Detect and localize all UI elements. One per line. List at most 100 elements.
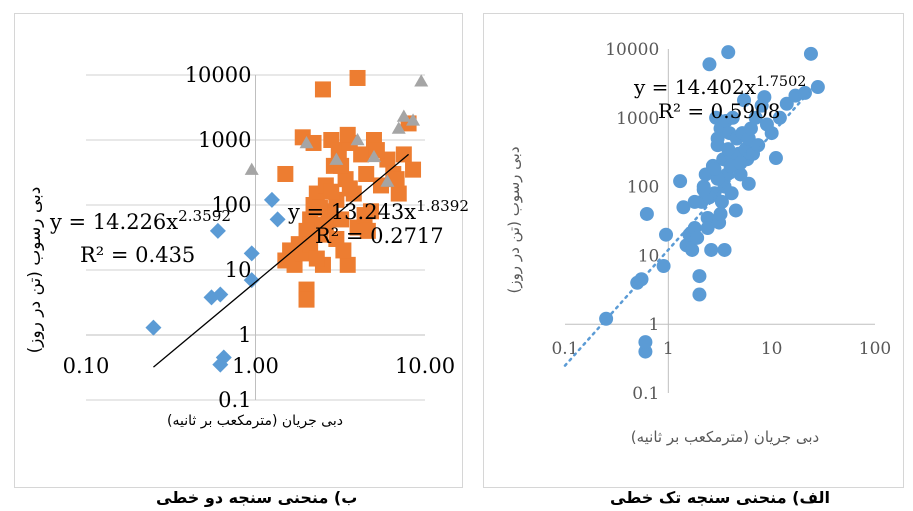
- x-tick-label: 0.10: [63, 354, 110, 378]
- data-point: [700, 210, 715, 225]
- equation-low: y = 14.226x2.3592: [49, 207, 231, 234]
- y-tick-label: 1: [649, 315, 660, 335]
- low-flow-point: [243, 245, 260, 262]
- data-point: [728, 203, 743, 218]
- mid-flow-point: [388, 171, 405, 188]
- data-point: [772, 110, 787, 125]
- data-point: [721, 142, 736, 157]
- data-point: [803, 46, 818, 61]
- r-squared-high: R² = 0.2717: [315, 224, 444, 248]
- x-axis-title: دبی جریان (مترمکعب بر ثانیه): [631, 428, 820, 446]
- y-axis-title: دبی رسوب (تن در روز): [25, 187, 45, 354]
- equation-low-exponent: 2.3592: [178, 207, 231, 225]
- low-flow-point: [243, 272, 260, 289]
- data-point: [725, 110, 740, 125]
- data-point: [690, 230, 705, 245]
- caption-single: الف) منحنی سنجه تک خطی: [610, 488, 831, 507]
- data-point: [639, 206, 654, 221]
- data-point: [702, 57, 717, 72]
- data-point: [656, 259, 671, 274]
- high-flow-point: [406, 113, 421, 126]
- low-flow-point: [212, 356, 229, 373]
- low-flow-point: [209, 222, 226, 239]
- mid-flow-point: [341, 180, 358, 197]
- y-tick-label: 0.1: [218, 388, 251, 412]
- data-point: [717, 242, 732, 257]
- data-point: [634, 272, 649, 287]
- equation-high-base: y = 13.243x: [287, 200, 416, 224]
- data-point: [768, 151, 783, 166]
- mid-flow-point: [298, 222, 315, 239]
- high-flow-point: [396, 109, 411, 122]
- mid-flow-point: [353, 146, 370, 163]
- y-tick-label: 100: [627, 178, 659, 198]
- x-tick-label: 10.00: [395, 354, 455, 378]
- mid-flow-point: [339, 126, 356, 143]
- data-point: [713, 206, 728, 221]
- data-point: [704, 242, 719, 257]
- data-point: [685, 242, 700, 257]
- low-flow-point: [263, 191, 280, 208]
- data-point: [710, 131, 725, 146]
- r-squared-low: R² = 0.435: [80, 243, 195, 267]
- data-point: [721, 45, 736, 60]
- y-tick-label: 100: [211, 193, 251, 217]
- mid-flow-point: [390, 185, 407, 202]
- high-flow-point: [244, 162, 259, 175]
- data-point: [714, 194, 729, 209]
- data-point: [659, 227, 674, 242]
- data-point: [692, 269, 707, 284]
- equation: y = 14.402x1.7502: [633, 74, 806, 99]
- x-tick-label: 10: [761, 339, 783, 359]
- y-tick-label: 0.1: [632, 384, 659, 404]
- data-point: [743, 121, 758, 136]
- high-flow-point: [299, 135, 314, 149]
- data-point: [810, 80, 825, 95]
- bilinear-panel-frame: [14, 13, 463, 488]
- equation-exponent: 1.7502: [756, 74, 806, 90]
- r-squared: R² = 0.5908: [658, 99, 781, 123]
- y-axis-title: دبی رسوب (تن در روز): [505, 146, 523, 293]
- r-squared-low-base: R² = 0.435: [80, 243, 195, 267]
- equation-high: y = 13.243x1.8392: [287, 197, 469, 224]
- mid-flow-point: [395, 146, 412, 163]
- high-flow-point: [380, 174, 395, 187]
- high-flow-point: [366, 149, 381, 163]
- trendline: [563, 77, 823, 367]
- low-flow-point: [269, 211, 286, 228]
- equation-base: y = 14.402x: [633, 75, 757, 99]
- high-flow-point: [391, 121, 406, 134]
- mid-flow-point: [277, 165, 294, 182]
- data-point: [733, 156, 748, 171]
- y-tick-label: 10: [638, 246, 660, 266]
- data-point: [700, 221, 715, 236]
- data-point: [687, 194, 702, 209]
- mid-flow-point: [298, 291, 315, 308]
- mid-flow-point: [311, 199, 328, 216]
- mid-flow-point: [356, 207, 373, 224]
- data-point: [757, 90, 772, 105]
- high-flow-point: [414, 74, 429, 87]
- data-point: [797, 85, 812, 100]
- data-point: [692, 287, 707, 302]
- r-squared-high-base: R² = 0.2717: [315, 224, 444, 248]
- mid-flow-point: [405, 161, 422, 178]
- equation-low-base: y = 14.226x: [49, 210, 178, 234]
- trendline: [153, 153, 409, 368]
- equation-high-exponent: 1.8392: [416, 197, 469, 215]
- y-tick-label: 1: [238, 323, 251, 347]
- mid-flow-point: [314, 81, 331, 98]
- x-tick-label: 1.00: [232, 354, 279, 378]
- data-point: [673, 174, 688, 189]
- y-tick-label: 1000: [616, 109, 659, 129]
- data-point: [737, 93, 752, 108]
- mid-flow-point: [349, 69, 366, 86]
- caption-bilinear: ب) منحنی سنجه دو خطی: [156, 488, 358, 507]
- low-flow-point: [212, 286, 229, 303]
- mid-flow-point: [339, 256, 356, 273]
- x-axis-title: دبی جریان (مترمکعب بر ثانیه): [167, 413, 343, 429]
- r-squared-base: R² = 0.5908: [658, 99, 781, 123]
- data-point: [707, 162, 722, 177]
